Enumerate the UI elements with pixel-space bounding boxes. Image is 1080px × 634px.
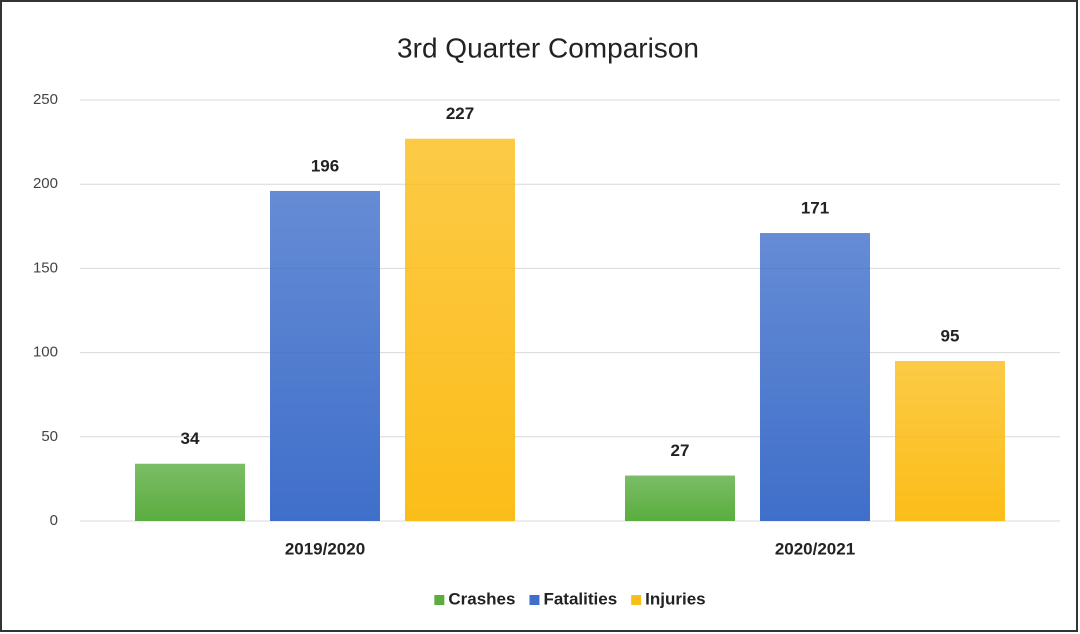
data-label: 27 [671,441,690,460]
y-tick-label: 50 [41,428,58,445]
bar [405,138,515,521]
y-tick-label: 150 [33,259,58,276]
bar [760,233,870,521]
y-tick-label: 200 [33,175,58,192]
legend-swatch [631,595,642,605]
bar [625,475,735,521]
legend-swatch [434,595,445,605]
bar [270,190,380,521]
data-label: 227 [446,104,474,123]
legend-swatch [529,595,540,605]
bar [895,361,1005,521]
data-label: 95 [941,327,960,346]
legend-label: Fatalities [543,589,617,608]
x-tick-label: 2019/2020 [285,539,365,558]
legend-label: Injuries [645,589,705,608]
y-tick-label: 250 [33,91,58,108]
data-label: 34 [181,429,200,448]
data-label: 196 [311,156,339,175]
legend-label: Crashes [448,589,515,608]
x-tick-label: 2020/2021 [775,539,855,558]
bar [135,463,245,521]
data-label: 171 [801,199,829,218]
chart-title: 3rd Quarter Comparison [397,32,699,63]
y-tick-label: 0 [50,512,58,529]
y-tick-label: 100 [33,344,58,361]
